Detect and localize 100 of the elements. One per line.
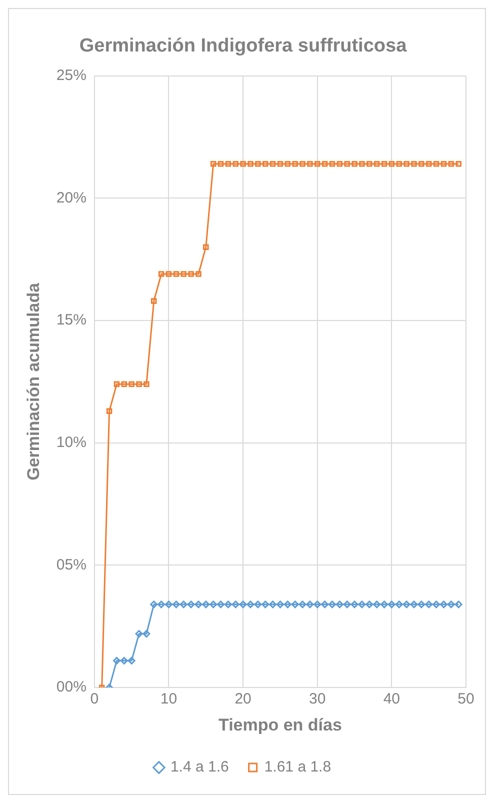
y-tick-label: 00% bbox=[56, 678, 86, 696]
point bbox=[194, 600, 202, 608]
y-tick-label: 25% bbox=[56, 66, 86, 84]
point bbox=[128, 656, 136, 664]
point bbox=[255, 161, 261, 167]
point bbox=[418, 161, 424, 167]
point bbox=[359, 161, 365, 167]
point bbox=[448, 161, 454, 167]
y-axis-title: Germinación acumulada bbox=[24, 282, 43, 480]
point bbox=[440, 161, 447, 167]
point bbox=[246, 600, 254, 608]
point bbox=[151, 298, 157, 304]
point bbox=[158, 600, 166, 608]
point bbox=[328, 600, 336, 608]
x-axis-title: Tiempo en días bbox=[218, 715, 342, 734]
point bbox=[432, 600, 440, 608]
point bbox=[210, 161, 216, 167]
point bbox=[210, 600, 218, 608]
x-tick-label: 20 bbox=[234, 690, 252, 708]
point bbox=[232, 161, 238, 167]
point bbox=[306, 600, 314, 608]
point bbox=[380, 600, 388, 608]
point bbox=[120, 656, 128, 664]
point bbox=[425, 600, 433, 608]
point bbox=[112, 656, 120, 664]
point bbox=[456, 161, 462, 167]
point bbox=[262, 600, 270, 608]
chart-title: Germinación Indigofera suffruticosa bbox=[79, 36, 408, 57]
point bbox=[217, 600, 225, 608]
point bbox=[298, 600, 306, 608]
point bbox=[188, 271, 194, 277]
point bbox=[402, 600, 410, 608]
legend-label: 1.61 a 1.8 bbox=[264, 758, 332, 776]
point bbox=[248, 161, 254, 167]
point bbox=[158, 271, 164, 277]
point bbox=[276, 600, 284, 608]
point bbox=[350, 600, 358, 608]
point bbox=[343, 600, 351, 608]
point bbox=[291, 600, 299, 608]
point bbox=[374, 161, 380, 167]
point bbox=[239, 600, 247, 608]
point bbox=[240, 161, 246, 167]
point bbox=[381, 161, 388, 167]
point bbox=[366, 161, 372, 167]
point bbox=[411, 161, 417, 167]
point bbox=[410, 600, 418, 608]
point bbox=[196, 271, 202, 277]
point bbox=[336, 161, 343, 167]
point bbox=[277, 161, 284, 167]
point bbox=[426, 161, 432, 167]
point bbox=[173, 271, 180, 277]
point bbox=[144, 381, 150, 388]
point bbox=[218, 161, 224, 167]
point bbox=[358, 600, 366, 608]
point bbox=[164, 600, 172, 608]
point bbox=[322, 161, 328, 167]
point bbox=[433, 161, 440, 167]
point bbox=[366, 600, 374, 608]
y-tick-label: 05% bbox=[56, 556, 86, 574]
point bbox=[292, 161, 298, 167]
point bbox=[395, 600, 403, 608]
point bbox=[388, 600, 396, 608]
y-tick-label: 10% bbox=[56, 434, 86, 452]
point bbox=[128, 381, 134, 388]
point bbox=[202, 600, 210, 608]
point bbox=[270, 161, 276, 167]
point bbox=[180, 600, 188, 608]
x-tick-label: 10 bbox=[160, 690, 178, 708]
point bbox=[135, 630, 143, 638]
y-tick-label: 20% bbox=[56, 189, 86, 206]
point bbox=[203, 244, 209, 250]
point bbox=[418, 600, 426, 608]
y-tick-label: 15% bbox=[56, 312, 86, 329]
point bbox=[454, 600, 462, 608]
point bbox=[262, 161, 268, 167]
point bbox=[388, 161, 395, 167]
point bbox=[225, 161, 232, 167]
x-tick-label: 0 bbox=[90, 690, 99, 708]
point bbox=[321, 600, 329, 608]
point bbox=[150, 600, 158, 608]
point bbox=[344, 161, 350, 167]
point bbox=[352, 161, 358, 167]
point bbox=[172, 600, 180, 608]
point bbox=[373, 600, 381, 608]
point bbox=[314, 600, 322, 608]
point bbox=[307, 161, 313, 167]
point bbox=[404, 161, 410, 167]
point bbox=[136, 381, 142, 388]
x-tick-label: 50 bbox=[458, 690, 474, 708]
x-tick-label: 30 bbox=[309, 690, 326, 708]
point bbox=[180, 271, 186, 277]
legend-label: 1.4 a 1.6 bbox=[170, 758, 229, 776]
point bbox=[114, 381, 120, 388]
point bbox=[314, 161, 320, 167]
point bbox=[447, 600, 455, 608]
point bbox=[336, 600, 344, 608]
point bbox=[269, 600, 277, 608]
point bbox=[224, 600, 232, 608]
point bbox=[284, 600, 292, 608]
point bbox=[232, 600, 240, 608]
